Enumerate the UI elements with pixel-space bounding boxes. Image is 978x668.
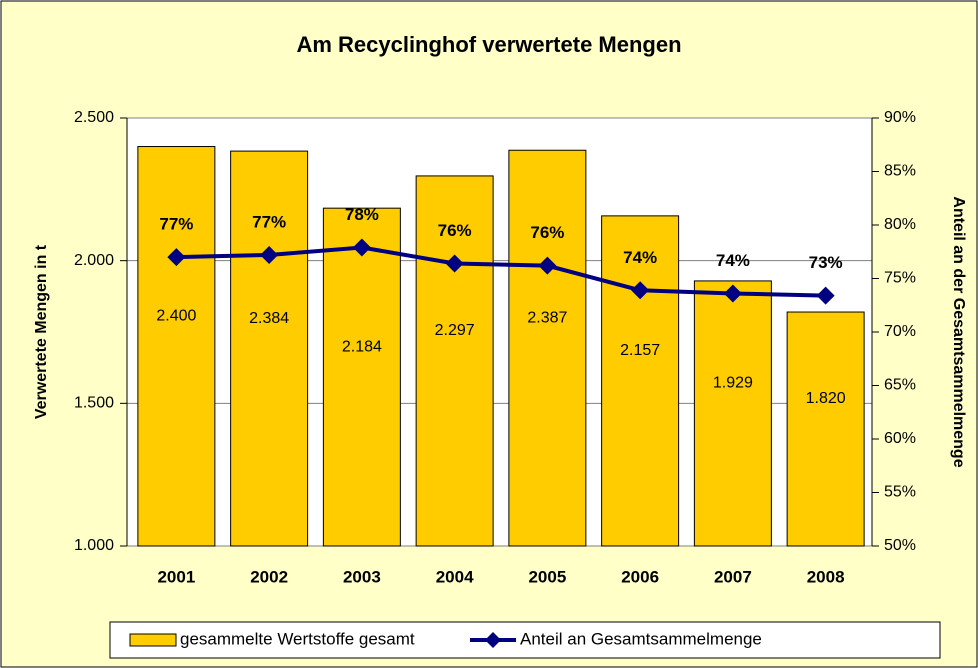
legend	[109, 621, 941, 659]
bar-value-label: 2.387	[527, 309, 567, 326]
y-tick-label: 2.000	[74, 252, 114, 269]
y2-tick-label: 90%	[884, 109, 916, 126]
line-marker	[816, 286, 835, 305]
y2-tick-label: 55%	[884, 484, 916, 501]
line-marker	[260, 245, 279, 264]
y-axis-title: Verwertete Mengen in t	[33, 244, 50, 419]
x-tick-label: 2006	[621, 567, 659, 586]
y-tick-label: 2.500	[74, 109, 114, 126]
line-value-label: 76%	[530, 223, 564, 242]
line-marker	[167, 248, 186, 267]
x-tick-label: 2005	[528, 567, 566, 586]
y2-tick-label: 75%	[884, 270, 916, 287]
bar	[508, 149, 587, 547]
y2-tick-label: 65%	[884, 377, 916, 394]
line-marker	[445, 254, 464, 273]
bar-value-label: 2.184	[342, 338, 382, 355]
y2-tick-label: 70%	[884, 323, 916, 340]
line-marker	[631, 281, 650, 300]
x-tick-label: 2003	[343, 567, 381, 586]
bar	[230, 150, 309, 547]
bar-value-label: 2.400	[156, 307, 196, 324]
bar	[601, 215, 680, 547]
line-value-label: 74%	[623, 248, 657, 267]
bar-value-label: 2.297	[435, 322, 475, 339]
legend-label: gesammelte Wertstoffe gesamt	[180, 629, 415, 648]
bar	[322, 207, 401, 547]
legend-marker	[485, 632, 501, 648]
line-value-label: 76%	[438, 221, 472, 240]
bar	[693, 280, 772, 547]
bar	[415, 175, 494, 547]
y-tick-label: 1.500	[74, 395, 114, 412]
legend-label: Anteil an Gesamtsammelmenge	[520, 629, 762, 648]
bar-value-label: 2.384	[249, 310, 289, 327]
chart-title: Am Recyclinghof verwertete Mengen	[296, 32, 681, 57]
legend-swatch	[129, 633, 177, 647]
bar-value-label: 1.929	[713, 375, 753, 392]
y2-tick-label: 85%	[884, 163, 916, 180]
line-marker	[352, 238, 371, 257]
bar-value-label: 2.157	[620, 342, 660, 359]
bar	[786, 311, 865, 547]
line-value-label: 74%	[716, 251, 750, 270]
bar-value-label: 1.820	[806, 390, 846, 407]
x-tick-label: 2007	[714, 567, 752, 586]
y2-tick-label: 80%	[884, 216, 916, 233]
x-tick-label: 2001	[157, 567, 195, 586]
line-value-label: 77%	[159, 215, 193, 234]
line-value-label: 78%	[345, 205, 379, 224]
y-tick-label: 1.000	[74, 537, 114, 554]
y2-axis-title: Anteil an der Gesamtsammelmenge	[950, 196, 967, 467]
line-value-label: 77%	[252, 212, 286, 231]
x-tick-label: 2008	[807, 567, 845, 586]
line-marker	[723, 284, 742, 303]
y2-tick-label: 50%	[884, 537, 916, 554]
x-tick-label: 2002	[250, 567, 288, 586]
line-value-label: 73%	[809, 253, 843, 272]
x-tick-label: 2004	[436, 567, 474, 586]
line-marker	[538, 256, 557, 275]
line	[176, 245, 826, 298]
bar	[137, 146, 216, 547]
y2-tick-label: 60%	[884, 430, 916, 447]
